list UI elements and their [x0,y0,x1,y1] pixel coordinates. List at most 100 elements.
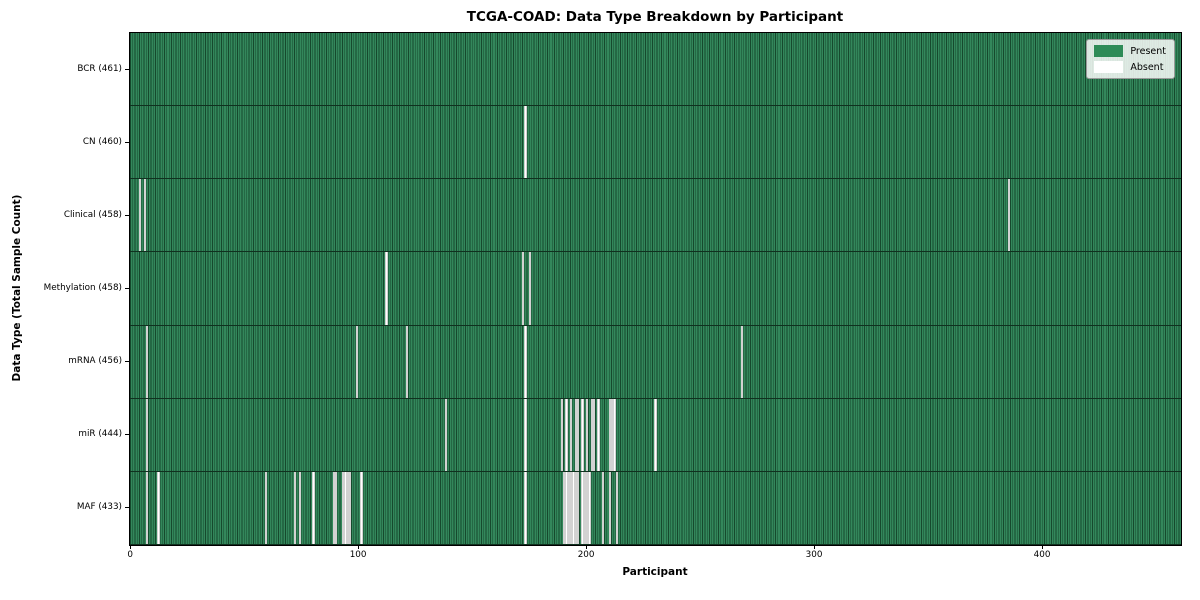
x-tick-label: 400 [1033,550,1051,560]
y-tick-label: mRNA (456) [68,356,122,367]
absent-stripe [342,471,345,544]
legend-label: Present [1130,45,1166,57]
absent-stripe [570,398,573,471]
absent-stripe [332,471,336,544]
y-tick [125,141,129,143]
y-tick-label: Clinical (458) [63,209,122,220]
x-tick [814,545,816,549]
absent-stripe [346,471,349,544]
y-tick-label: CN (460) [82,136,122,147]
absent-stripe [157,471,160,544]
heatmap-row [130,325,1181,399]
absent-stripe [360,471,363,544]
legend-swatch [1094,45,1124,57]
absent-stripe [613,398,616,471]
x-tick-label: 300 [805,550,823,560]
absent-stripe [143,179,146,252]
absent-stripe [585,398,589,471]
absent-stripe [576,471,580,544]
heatmap-row [130,398,1181,472]
absent-stripe [385,252,388,325]
y-axis-label: Data Type (Total Sample Count) [11,194,23,382]
absent-stripe [560,398,564,471]
plot-area: Present Absent [129,32,1182,546]
absent-stripe [348,471,352,544]
absent-stripe [615,471,618,544]
x-tick [130,545,132,549]
absent-stripe [522,252,525,325]
legend: Present Absent [1086,39,1175,79]
x-tick [358,545,360,549]
x-axis-label: Participant [622,566,688,578]
x-tick-label: 0 [127,550,133,560]
y-tick [125,288,129,289]
absent-stripe [1007,179,1010,252]
chart-title: TCGA-COAD: Data Type Breakdown by Partic… [466,9,844,25]
heatmap-row [130,33,1181,107]
absent-stripe [567,471,570,544]
absent-stripe [740,325,744,398]
absent-stripe [444,398,447,471]
y-tick [125,507,129,509]
y-tick [125,361,129,363]
x-tick-label: 200 [577,550,595,560]
legend-swatch [1094,61,1124,73]
y-tick-label: Methylation (458) [43,283,122,293]
absent-stripe [654,398,657,471]
absent-stripe [524,106,527,179]
x-tick [1042,545,1044,549]
absent-stripe [344,471,347,544]
y-tick-label: miR (444) [78,429,122,440]
absent-stripe [145,471,149,544]
absent-stripe [588,471,591,544]
x-tick-label: 100 [349,550,367,560]
absent-stripe [145,398,149,471]
absent-stripe [355,325,358,398]
absent-stripe [592,398,596,471]
x-tick [586,545,588,549]
y-tick-label: BCR (461) [77,63,122,74]
absent-stripe [298,471,301,544]
absent-stripe [145,325,149,398]
absent-stripe [312,471,315,544]
absent-stripe [524,398,527,471]
absent-stripe [574,398,577,471]
absent-stripe [264,471,267,544]
absent-stripe [572,471,575,544]
absent-stripe [576,398,580,471]
absent-stripe [608,471,612,544]
absent-stripe [570,471,573,544]
absent-stripe [581,398,584,471]
absent-stripe [565,471,568,544]
absent-stripe [583,471,586,544]
absent-stripe [563,471,566,544]
heatmap-row [130,106,1181,180]
legend-label: Absent [1130,61,1164,73]
y-tick [125,68,129,70]
absent-stripe [528,252,532,325]
absent-stripe [601,471,605,544]
absent-stripe [590,398,593,471]
absent-stripe [585,471,589,544]
legend-item: Absent [1094,61,1166,73]
absent-stripe [574,471,577,544]
absent-stripe [611,398,614,471]
absent-stripe [524,471,527,544]
legend-item: Present [1094,45,1166,57]
absent-stripe [294,471,297,544]
absent-stripe [139,179,142,252]
absent-stripe [524,325,527,398]
absent-stripe [581,471,584,544]
heatmap-row [130,252,1181,326]
absent-stripe [405,325,409,398]
heatmap-row [130,179,1181,253]
y-tick [125,434,129,436]
y-tick-label: MAF (433) [76,502,122,513]
absent-stripe [335,471,338,544]
absent-stripe [608,398,612,471]
heatmap-row [130,471,1181,545]
absent-stripe [597,398,600,471]
absent-stripe [565,398,568,471]
y-tick [125,214,129,216]
